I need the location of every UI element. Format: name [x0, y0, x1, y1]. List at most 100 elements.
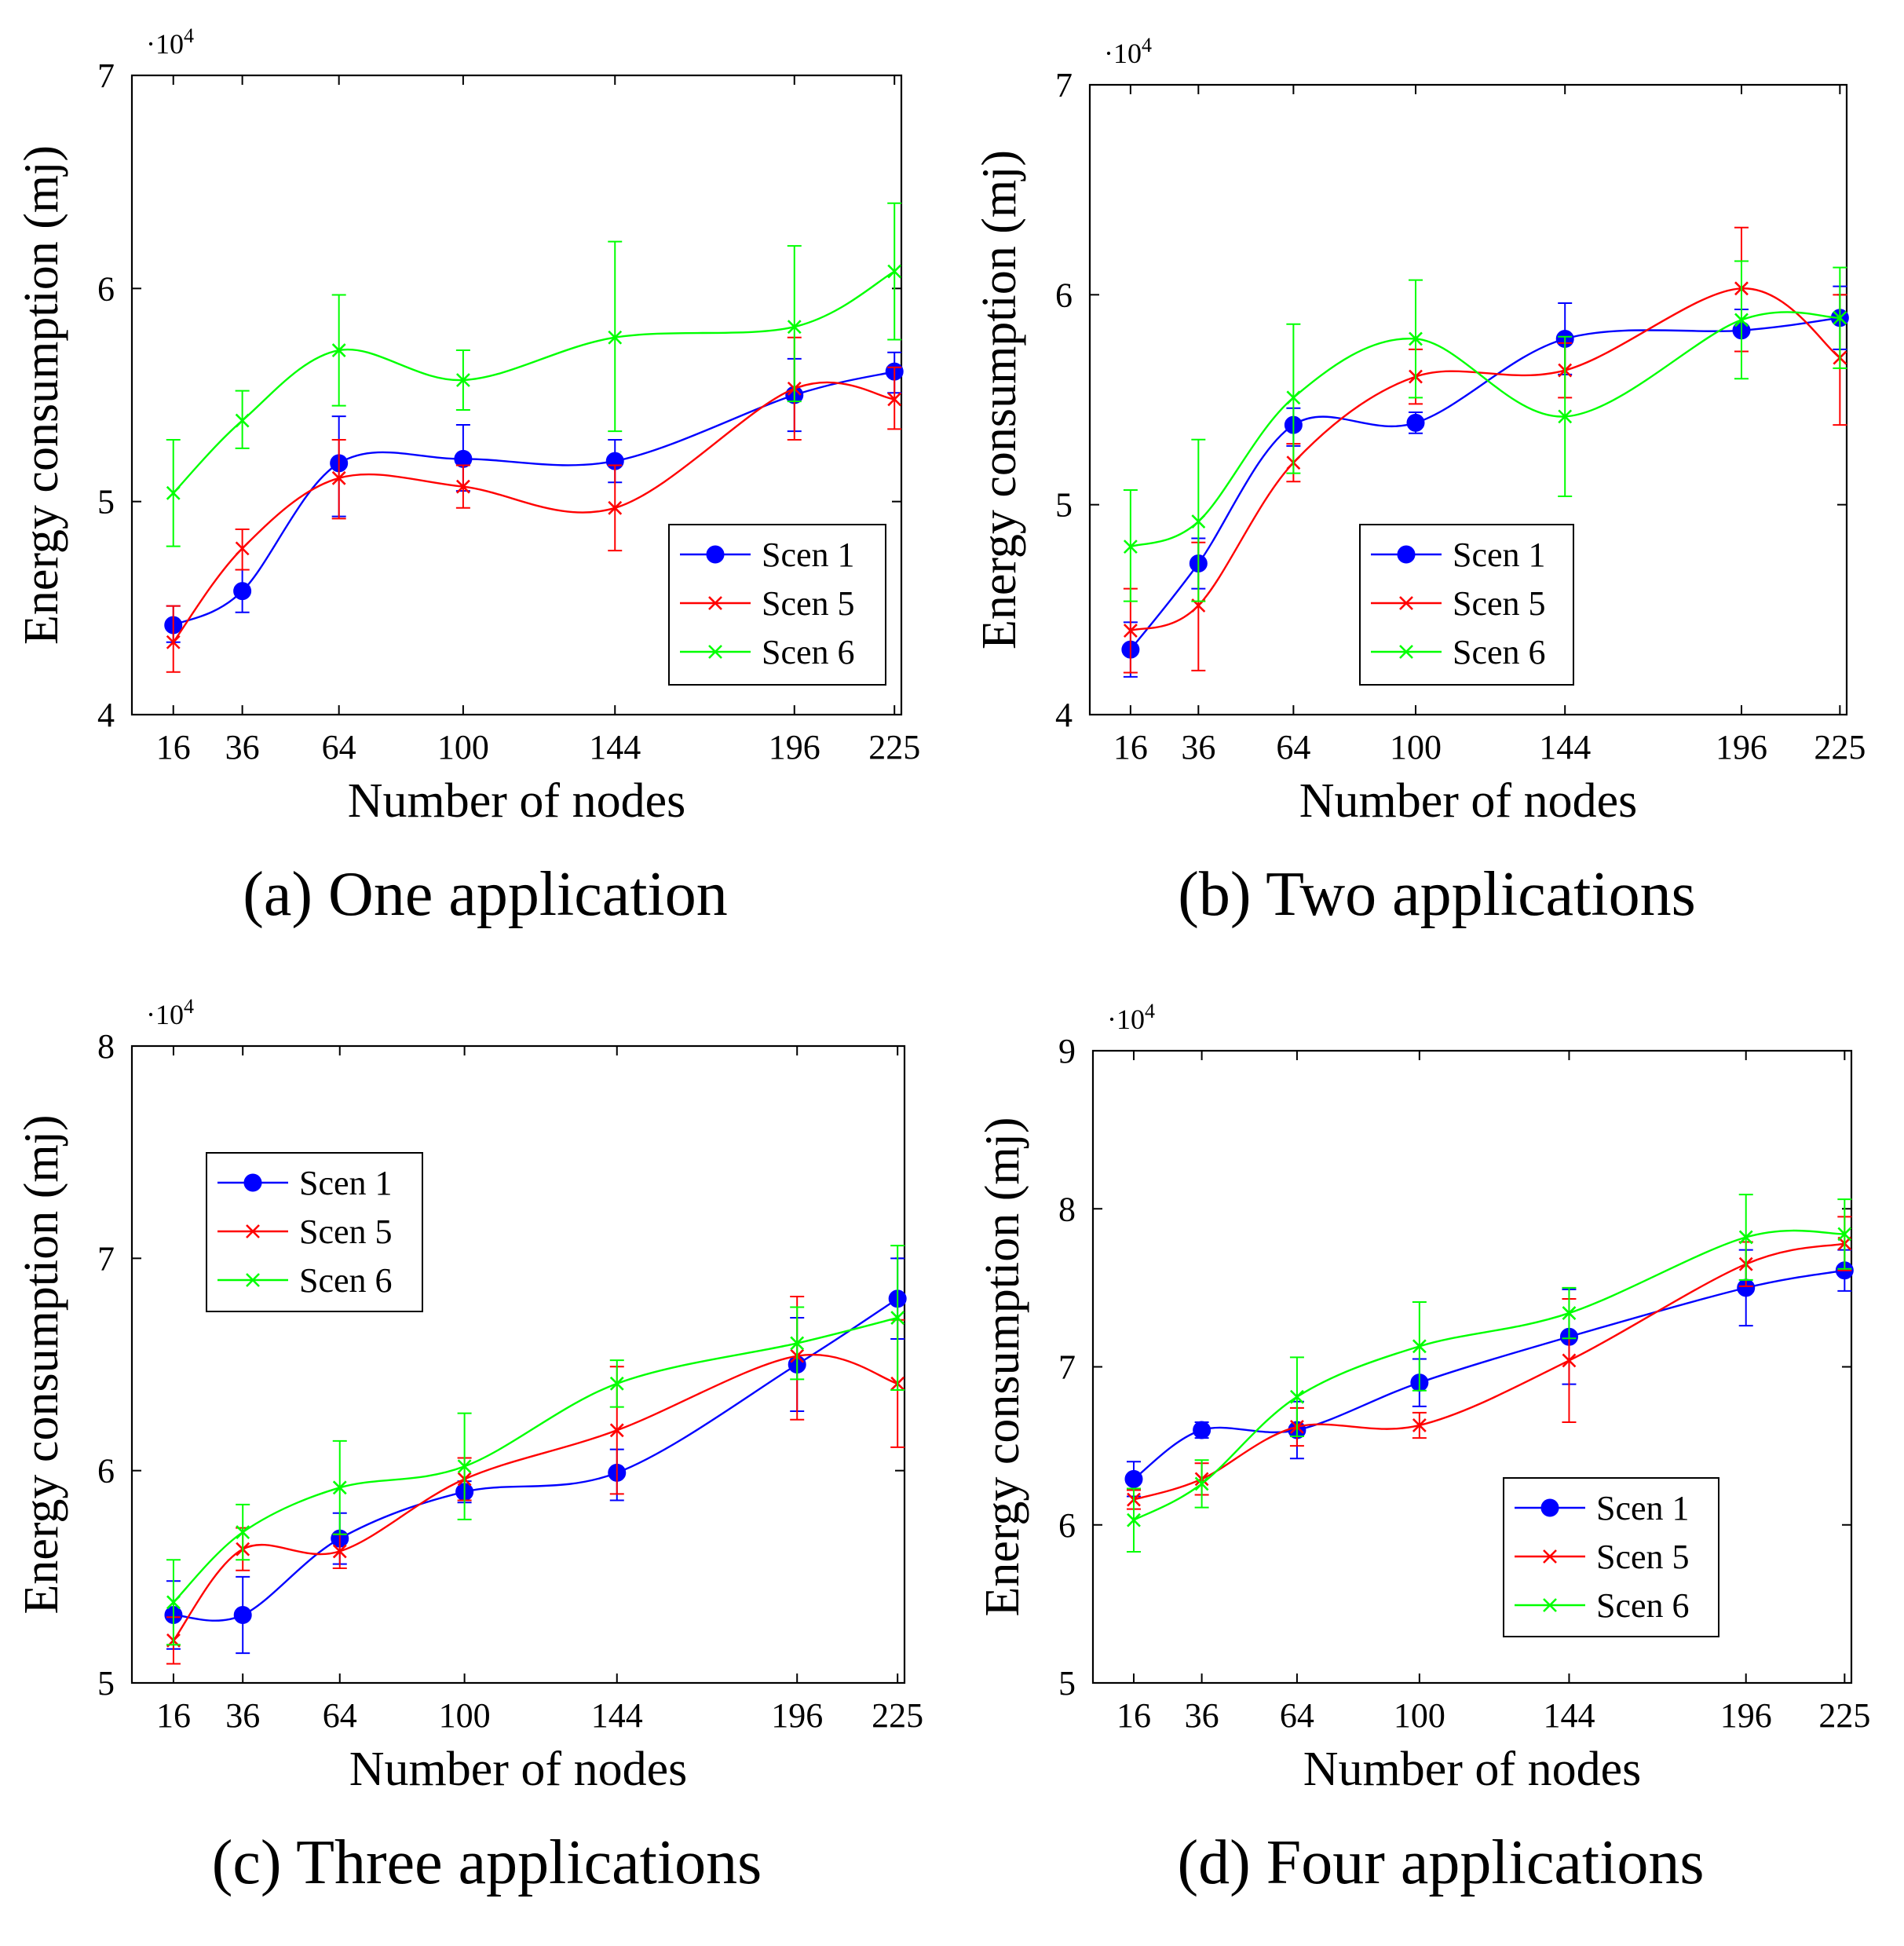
error-bar: [166, 605, 181, 673]
y-tick-label: 8: [97, 1027, 115, 1066]
y-scale-prefix: ·10: [146, 28, 184, 60]
y-tick-label: 9: [1058, 1032, 1076, 1070]
legend-label: Scen 5: [299, 1213, 393, 1251]
chart-panel-3: 5 6 7 8 16 36 64 100 144 196 225 ·104 Number of node…: [15, 995, 923, 1897]
y-tick-label: 5: [1058, 1664, 1076, 1703]
legend-swatch-marker: [708, 596, 722, 610]
legend-swatch-marker: [246, 1273, 260, 1287]
data-point: [1191, 514, 1206, 529]
legend-item: Scen 1: [1515, 1489, 1690, 1527]
legend-label: Scen 6: [299, 1261, 393, 1300]
legend-item: Scen 5: [1515, 1538, 1690, 1576]
y-scale-exponent: 4: [1142, 34, 1152, 57]
data-point: [331, 470, 346, 485]
data-point: [1412, 1418, 1427, 1432]
y-tick-label: 7: [97, 57, 115, 95]
y-scale-multiplier: ·104: [1104, 34, 1152, 69]
y-scale-prefix: ·10: [1104, 38, 1142, 69]
data-point: [890, 1311, 905, 1325]
panel-caption: (c) Three applications: [212, 1828, 762, 1897]
plot-frame: [130, 74, 903, 716]
data-point: [790, 1336, 805, 1351]
error-bar: [787, 245, 802, 403]
data-point: [166, 635, 181, 649]
x-axis-title: Number of nodes: [349, 1743, 687, 1796]
x-axis-title: Number of nodes: [1299, 774, 1637, 828]
legend: Scen 1 Scen 5 Scen 6: [1503, 1477, 1719, 1637]
legend-swatch-marker: [706, 545, 725, 564]
data-point: [1412, 1339, 1427, 1354]
x-tick-label: 64: [322, 728, 356, 766]
y-scale-multiplier: ·104: [146, 24, 194, 60]
x-tick-label: 36: [225, 1696, 260, 1735]
x-tick-label: 225: [1814, 728, 1866, 766]
series-line: [172, 270, 895, 494]
legend-item: Scen 6: [1515, 1586, 1690, 1625]
data-point: [1123, 540, 1138, 554]
legend-swatch-marker: [246, 1224, 260, 1238]
legend-item: Scen 6: [1371, 633, 1546, 671]
data-point: [233, 1605, 252, 1624]
data-point: [1409, 331, 1423, 346]
data-point: [1127, 1513, 1141, 1527]
legend: Scen 1 Scen 5 Scen 6: [668, 524, 886, 686]
data-point: [608, 330, 623, 345]
series-line: [173, 1316, 898, 1604]
series-scen-6: [1123, 260, 1847, 602]
data-point: [233, 582, 252, 601]
data-point: [455, 373, 470, 387]
plot-frame: [1088, 83, 1848, 716]
x-tick-label: 196: [771, 1696, 823, 1735]
data-point: [166, 1595, 181, 1610]
data-point: [1734, 313, 1749, 327]
data-point: [235, 541, 250, 556]
data-point: [1193, 1421, 1211, 1439]
y-scale-prefix: ·10: [1107, 1004, 1145, 1035]
legend-box: [668, 524, 886, 686]
y-tick-label: 6: [1055, 276, 1073, 314]
legend-label: Scen 1: [1453, 536, 1546, 574]
x-tick-label: 16: [156, 728, 191, 766]
legend-label: Scen 1: [762, 536, 855, 574]
legend-item: Scen 5: [217, 1213, 393, 1251]
data-point: [1124, 1469, 1143, 1488]
series-scen-5: [166, 1295, 905, 1665]
y-tick-label: 6: [97, 1452, 115, 1491]
x-axis-title: Number of nodes: [1303, 1743, 1641, 1796]
x-tick-label: 225: [868, 728, 920, 766]
legend-label: Scen 5: [1453, 584, 1546, 623]
y-tick-label: 5: [97, 483, 115, 521]
legend-item: Scen 5: [1371, 584, 1546, 623]
legend-swatch-marker: [243, 1173, 262, 1192]
legend-item: Scen 6: [217, 1261, 393, 1300]
panel-caption: (a) One application: [243, 860, 728, 929]
y-axis-title: Energy consumption (mj): [976, 1117, 1029, 1617]
y-tick-label: 5: [97, 1664, 115, 1703]
y-axis-title: Energy consumption (mj): [15, 145, 68, 645]
legend-label: Scen 6: [762, 633, 855, 671]
legend-swatch-marker: [708, 645, 722, 659]
y-axis-title: Energy consumption (mj): [15, 1115, 68, 1615]
y-tick-label: 4: [1055, 696, 1073, 734]
legend-label: Scen 5: [1596, 1538, 1690, 1576]
y-scale-exponent: 4: [184, 995, 194, 1018]
plot-frame: [130, 1044, 906, 1684]
series-scen-6: [1126, 1194, 1852, 1553]
x-tick-label: 100: [1394, 1696, 1445, 1735]
series-scen-5: [166, 336, 902, 673]
legend-swatch-marker: [1399, 645, 1413, 659]
series-line: [172, 1353, 898, 1641]
y-tick-label: 7: [1055, 66, 1073, 104]
legend-item: Scen 1: [1371, 536, 1546, 574]
legend-swatch-marker: [1543, 1598, 1557, 1612]
y-scale-exponent: 4: [184, 24, 194, 47]
x-tick-label: 36: [225, 728, 260, 766]
data-point: [1833, 310, 1847, 325]
x-tick-label: 225: [1818, 1696, 1870, 1735]
y-axis-title: Energy consumption (mj): [973, 150, 1026, 649]
panel-caption: (b) Two applications: [1178, 860, 1695, 929]
legend-label: Scen 5: [762, 584, 855, 623]
y-scale-multiplier: ·104: [146, 995, 194, 1030]
y-tick-label: 6: [1058, 1506, 1076, 1545]
